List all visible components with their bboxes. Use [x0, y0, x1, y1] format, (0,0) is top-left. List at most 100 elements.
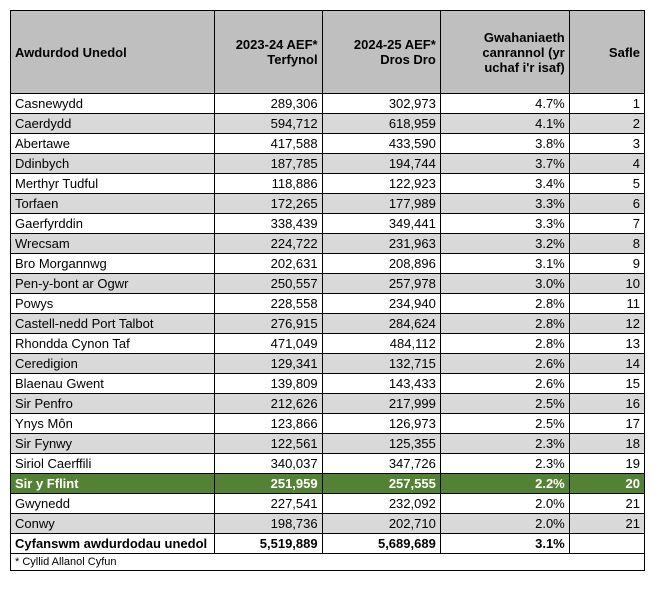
cell-2024: 122,923: [322, 174, 440, 194]
cell-2023: 118,886: [215, 174, 322, 194]
cell-pct: 2.8%: [440, 294, 569, 314]
header-2023: 2023-24 AEF* Terfynol: [215, 11, 322, 94]
cell-2024: 202,710: [322, 514, 440, 534]
cell-name: Merthyr Tudful: [11, 174, 215, 194]
cell-name: Siriol Caerffili: [11, 454, 215, 474]
cell-pct: 2.3%: [440, 454, 569, 474]
cell-2023: 212,626: [215, 394, 322, 414]
table-row: Ynys Môn123,866126,9732.5%17: [11, 414, 645, 434]
cell-2023: 276,915: [215, 314, 322, 334]
table-row: Ddinbych187,785194,7443.7%4: [11, 154, 645, 174]
cell-name: Ceredigion: [11, 354, 215, 374]
cell-2024: 257,555: [322, 474, 440, 494]
cell-2023: 123,866: [215, 414, 322, 434]
cell-2024: 433,590: [322, 134, 440, 154]
cell-2024: 349,441: [322, 214, 440, 234]
cell-pct: 3.3%: [440, 214, 569, 234]
table-row: Merthyr Tudful118,886122,9233.4%5: [11, 174, 645, 194]
table-row: Caerdydd594,712618,9594.1%2: [11, 114, 645, 134]
cell-2024: 194,744: [322, 154, 440, 174]
table-body: Casnewydd289,306302,9734.7%1Caerdydd594,…: [11, 94, 645, 554]
table-row: Siriol Caerffili340,037347,7262.3%19: [11, 454, 645, 474]
table-row: Wrecsam224,722231,9633.2%8: [11, 234, 645, 254]
header-rank: Safle: [569, 11, 644, 94]
cell-2024: 347,726: [322, 454, 440, 474]
cell-rank: 7: [569, 214, 644, 234]
cell-2024: 484,112: [322, 334, 440, 354]
cell-name: Conwy: [11, 514, 215, 534]
cell-rank: 19: [569, 454, 644, 474]
cell-pct: 2.5%: [440, 414, 569, 434]
cell-name: Abertawe: [11, 134, 215, 154]
cell-2023: 417,588: [215, 134, 322, 154]
footnote-text: * Cyllid Allanol Cyfun: [11, 554, 645, 571]
cell-2023: 471,049: [215, 334, 322, 354]
cell-pct: 3.8%: [440, 134, 569, 154]
cell-rank: 21: [569, 494, 644, 514]
cell-2023: 187,785: [215, 154, 322, 174]
table-row: Ceredigion129,341132,7152.6%14: [11, 354, 645, 374]
header-diff: Gwahaniaeth canrannol (yr uchaf i'r isaf…: [440, 11, 569, 94]
cell-2024: 234,940: [322, 294, 440, 314]
cell-name: Blaenau Gwent: [11, 374, 215, 394]
cell-2024: 143,433: [322, 374, 440, 394]
table-row: Sir y Fflint251,959257,5552.2%20: [11, 474, 645, 494]
cell-2024: 302,973: [322, 94, 440, 114]
cell-name: Ynys Môn: [11, 414, 215, 434]
cell-rank: 8: [569, 234, 644, 254]
cell-rank: 13: [569, 334, 644, 354]
cell-pct: 2.8%: [440, 334, 569, 354]
cell-pct: 2.0%: [440, 494, 569, 514]
cell-2023: 172,265: [215, 194, 322, 214]
aef-table: Awdurdod Unedol 2023-24 AEF* Terfynol 20…: [10, 10, 645, 571]
cell-name: Torfaen: [11, 194, 215, 214]
cell-pct: 3.0%: [440, 274, 569, 294]
cell-rank: [569, 534, 644, 554]
cell-rank: 21: [569, 514, 644, 534]
table-row: Gwynedd227,541232,0922.0%21: [11, 494, 645, 514]
cell-rank: 11: [569, 294, 644, 314]
cell-2023: 338,439: [215, 214, 322, 234]
cell-pct: 3.7%: [440, 154, 569, 174]
cell-2023: 594,712: [215, 114, 322, 134]
cell-name: Cyfanswm awdurdodau unedol: [11, 534, 215, 554]
cell-rank: 2: [569, 114, 644, 134]
cell-2024: 232,092: [322, 494, 440, 514]
cell-pct: 2.6%: [440, 354, 569, 374]
cell-name: Bro Morgannwg: [11, 254, 215, 274]
cell-pct: 3.1%: [440, 254, 569, 274]
cell-2023: 202,631: [215, 254, 322, 274]
cell-pct: 4.1%: [440, 114, 569, 134]
cell-2024: 177,989: [322, 194, 440, 214]
cell-2024: 132,715: [322, 354, 440, 374]
table-row: Powys228,558234,9402.8%11: [11, 294, 645, 314]
total-row: Cyfanswm awdurdodau unedol5,519,8895,689…: [11, 534, 645, 554]
cell-name: Casnewydd: [11, 94, 215, 114]
cell-rank: 14: [569, 354, 644, 374]
cell-rank: 18: [569, 434, 644, 454]
cell-pct: 2.5%: [440, 394, 569, 414]
table-row: Sir Penfro212,626217,9992.5%16: [11, 394, 645, 414]
cell-2023: 122,561: [215, 434, 322, 454]
table-row: Bro Morgannwg202,631208,8963.1%9: [11, 254, 645, 274]
cell-pct: 2.0%: [440, 514, 569, 534]
cell-2023: 250,557: [215, 274, 322, 294]
cell-rank: 12: [569, 314, 644, 334]
cell-name: Sir y Fflint: [11, 474, 215, 494]
cell-pct: 2.6%: [440, 374, 569, 394]
table-row: Torfaen172,265177,9893.3%6: [11, 194, 645, 214]
cell-pct: 3.2%: [440, 234, 569, 254]
cell-rank: 5: [569, 174, 644, 194]
cell-pct: 4.7%: [440, 94, 569, 114]
footnote-row: * Cyllid Allanol Cyfun: [11, 554, 645, 571]
header-row: Awdurdod Unedol 2023-24 AEF* Terfynol 20…: [11, 11, 645, 94]
cell-2024: 125,355: [322, 434, 440, 454]
cell-pct: 2.3%: [440, 434, 569, 454]
cell-name: Gaerfyrddin: [11, 214, 215, 234]
cell-2024: 5,689,689: [322, 534, 440, 554]
cell-2023: 251,959: [215, 474, 322, 494]
cell-2024: 257,978: [322, 274, 440, 294]
cell-2023: 289,306: [215, 94, 322, 114]
cell-rank: 16: [569, 394, 644, 414]
cell-name: Castell-nedd Port Talbot: [11, 314, 215, 334]
